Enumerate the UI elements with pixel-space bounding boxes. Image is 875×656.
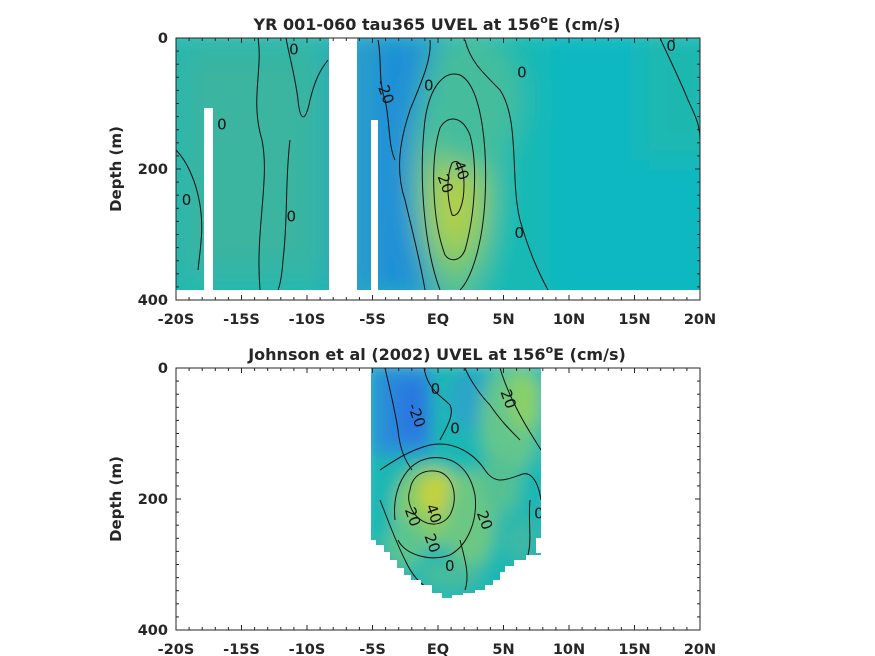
y-tick-label: 400 [138, 623, 168, 639]
x-tick-label: 10N [553, 312, 585, 328]
bottom-x-tick-labels: -20S -15S -10S -5S EQ 5N 10N 15N 20N [158, 642, 716, 656]
top-panel: YR 001-060 tau365 UVEL at 156oE (cm/s) [107, 13, 716, 328]
x-tick-label: 15N [618, 642, 650, 656]
contour-label: 0 [287, 207, 297, 225]
top-y-ticks [176, 37, 700, 301]
contour-label: 0 [424, 76, 434, 94]
x-tick-label: -5S [359, 642, 386, 656]
contour-label: 0 [445, 557, 455, 575]
bottom-panel: Johnson et al (2002) UVEL at 156oE (cm/s… [107, 343, 716, 656]
y-tick-label: 400 [138, 293, 168, 309]
x-tick-label: -15S [223, 312, 260, 328]
y-tick-label: 200 [138, 162, 168, 178]
top-y-axis-label: Depth (m) [107, 126, 125, 212]
x-tick-label: 20N [684, 312, 716, 328]
bottom-chart-title: Johnson et al (2002) UVEL at 156oE (cm/s… [247, 343, 626, 364]
x-tick-label: -15S [223, 642, 260, 656]
bottom-y-axis-label: Depth (m) [107, 456, 125, 542]
bottom-x-ticks [175, 368, 701, 630]
x-tick-label: EQ [427, 642, 449, 656]
x-tick-label: -20S [158, 642, 195, 656]
contour-label: 20 [496, 387, 519, 411]
bottom-contours [379, 368, 541, 591]
contour-label: 20 [420, 531, 443, 555]
top-contours [176, 38, 700, 291]
contour-label: 20 [434, 172, 457, 196]
contour-label: 0 [217, 116, 227, 134]
x-tick-label: -5S [359, 312, 386, 328]
contour-label: 0 [450, 420, 460, 438]
contour-label: 0 [289, 40, 299, 58]
top-x-ticks [175, 38, 701, 300]
contour-label: 20 [473, 508, 496, 532]
x-tick-label: -10S [289, 312, 326, 328]
contour-label: 40 [422, 502, 445, 526]
x-tick-label: 5N [492, 642, 514, 656]
contour-label: 0 [431, 380, 441, 398]
contour-label: 0 [517, 63, 527, 81]
x-tick-label: EQ [427, 312, 449, 328]
x-tick-label: -10S [289, 642, 326, 656]
y-tick-label: 0 [158, 361, 168, 377]
x-tick-label: 5N [492, 312, 514, 328]
top-x-tick-labels: -20S -15S -10S -5S EQ 5N 10N 15N 20N [158, 312, 716, 328]
x-tick-label: 20N [684, 642, 716, 656]
x-tick-label: 15N [618, 312, 650, 328]
contour-label: 0 [666, 37, 676, 55]
contour-label: 40 [449, 159, 472, 183]
y-tick-label: 0 [158, 31, 168, 47]
bottom-y-ticks [176, 367, 700, 631]
contour-label: 0 [182, 191, 192, 209]
x-tick-label: -20S [158, 312, 195, 328]
top-y-tick-labels: 0 200 400 [138, 31, 168, 309]
top-chart-title: YR 001-060 tau365 UVEL at 156oE (cm/s) [253, 13, 621, 34]
contour-label: 0 [534, 505, 544, 523]
bottom-y-tick-labels: 0 200 400 [138, 361, 168, 639]
contour-label: 0 [514, 224, 524, 242]
x-tick-label: 10N [553, 642, 585, 656]
y-tick-label: 200 [138, 492, 168, 508]
contour-label: 20 [401, 505, 424, 529]
